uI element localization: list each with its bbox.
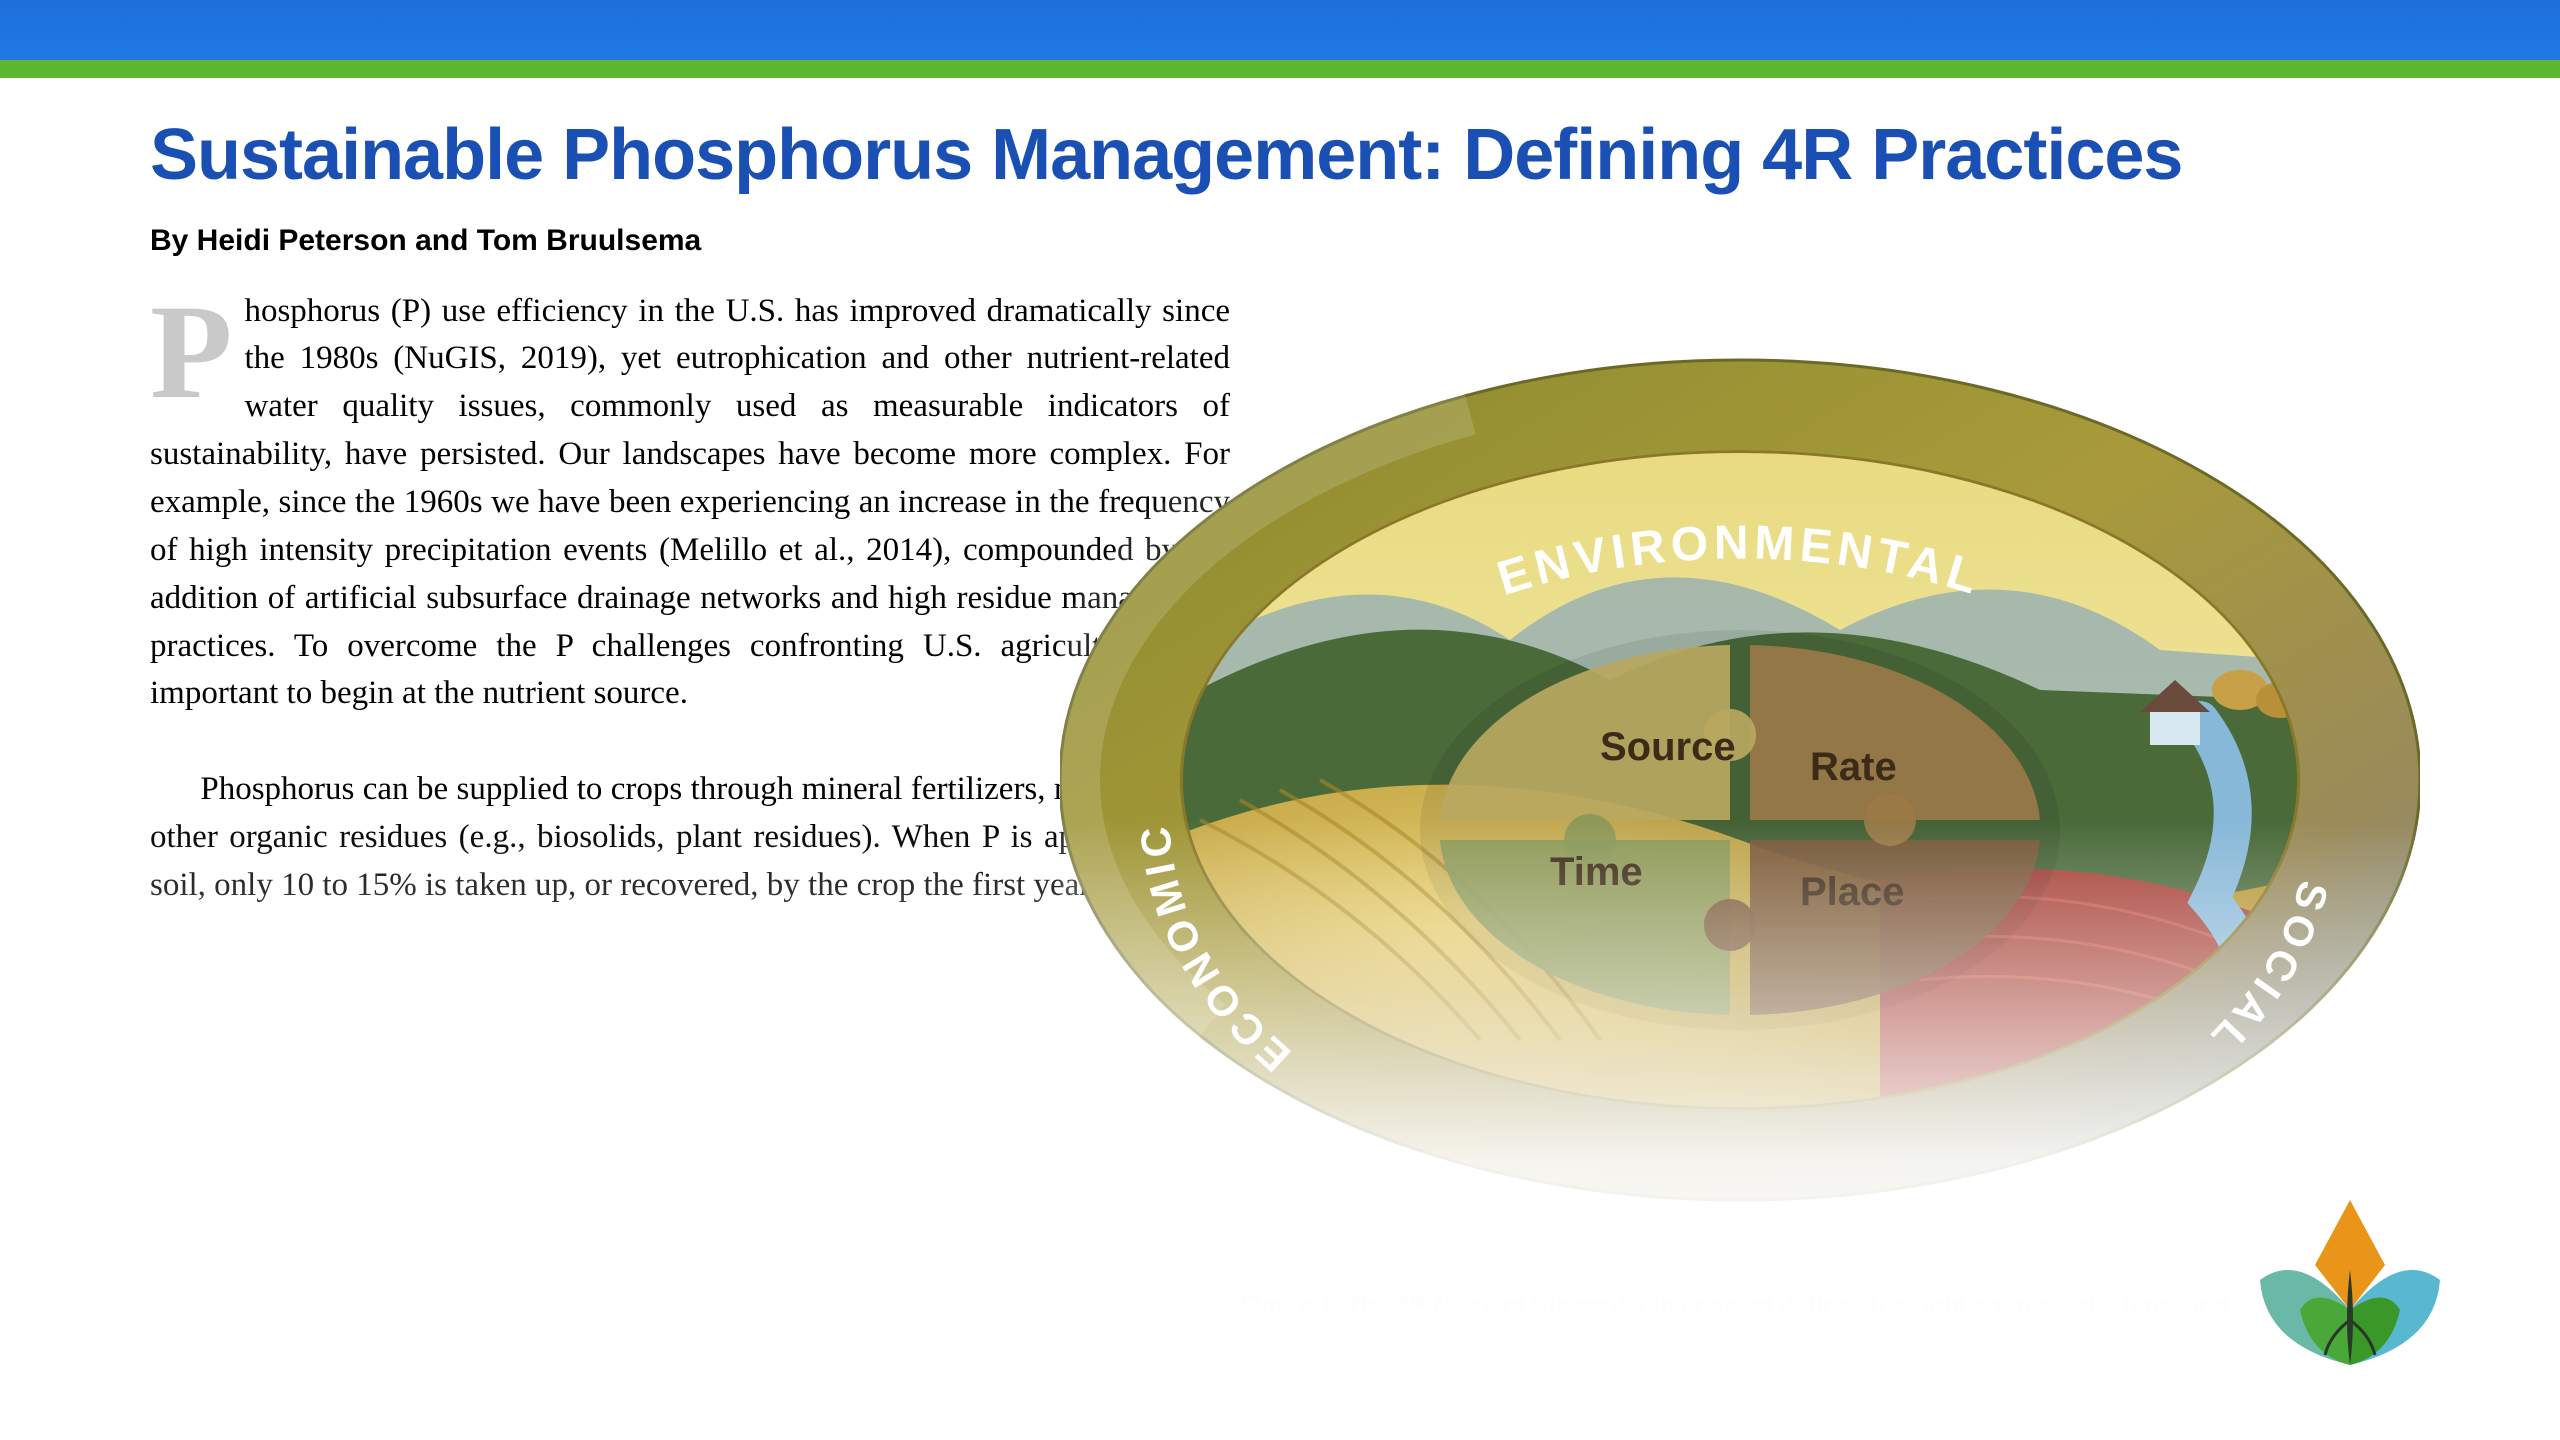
top-blue-bar: [0, 0, 2560, 60]
puzzle-label-rate: Rate: [1810, 745, 1897, 789]
puzzle-label-time: Time: [1550, 850, 1643, 894]
puzzle-label-source: Source: [1600, 725, 1736, 769]
article-title: Sustainable Phosphorus Management: Defin…: [150, 118, 2410, 194]
brand-logo: [2240, 1190, 2460, 1370]
figure-caption: Figure 1. The 4R Nutrient Stewardship co…: [1240, 1290, 2240, 1355]
puzzle-4r: Source Rate Time Place: [1420, 630, 2060, 1030]
dropcap: P: [150, 288, 244, 411]
green-accent-bar: [0, 60, 2560, 78]
puzzle-label-place: Place: [1800, 870, 1905, 914]
byline: By Heidi Peterson and Tom Bruulsema: [150, 224, 2410, 258]
figure-4r-diagram: Source Rate Time Place ENVIRONMENTAL ECO…: [1060, 340, 2420, 1240]
